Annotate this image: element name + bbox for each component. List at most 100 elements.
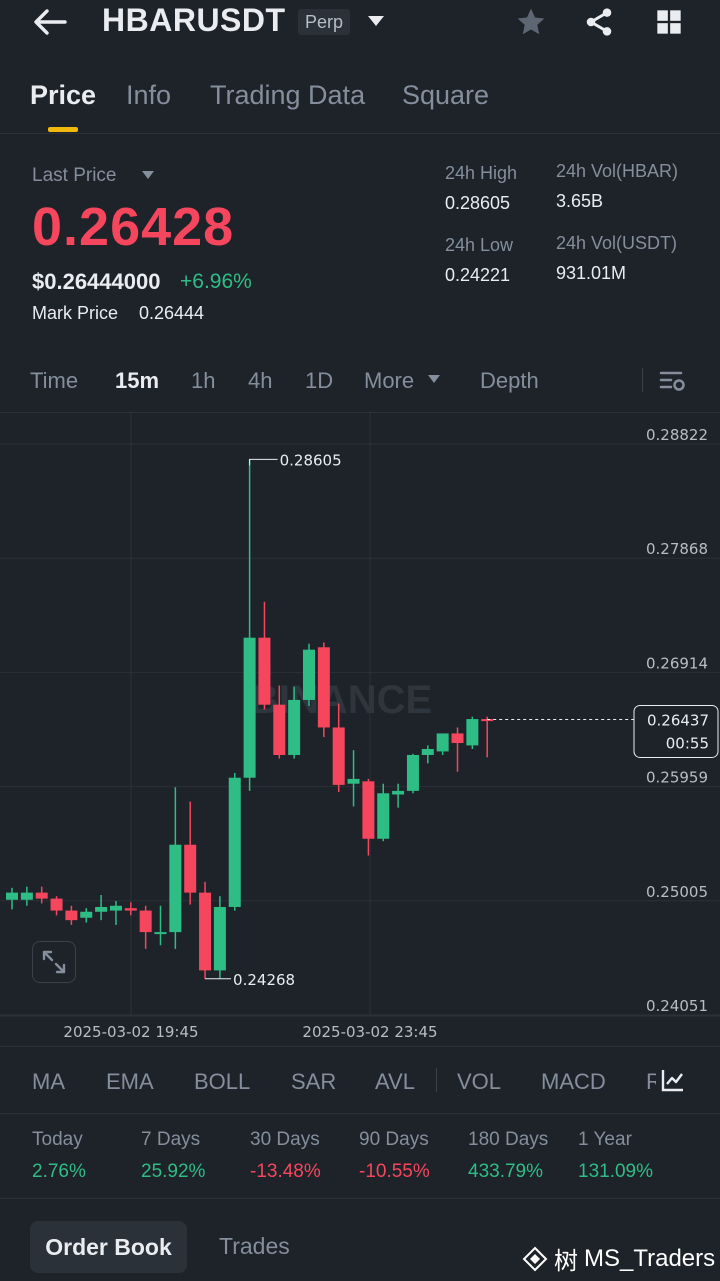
chart-settings-icon[interactable] [656,366,688,396]
x-tick-label: 2025-03-02 23:45 [302,1023,437,1041]
chart-top-divider [0,412,720,413]
y-tick-label: 0.24051 [646,997,708,1015]
candle-body [50,898,63,911]
expand-chart-icon[interactable] [32,941,76,983]
star-icon[interactable] [512,4,550,40]
back-arrow-icon[interactable] [28,4,72,40]
interval-depth[interactable]: Depth [480,368,539,393]
candle-body [139,910,152,933]
candle-body [124,908,137,911]
last-price-label[interactable]: Last Price [32,165,117,186]
interval-time[interactable]: Time [30,368,79,393]
indicator-avl[interactable]: AVL [375,1069,415,1094]
candle-body [317,647,330,728]
tab-price[interactable]: Price [30,80,97,110]
candle-countdown-label: 00:55 [666,734,709,752]
indicator-truncated[interactable]: R [646,1069,656,1094]
candle-body [258,637,271,705]
candle-body [228,777,241,907]
candle-body [213,906,226,971]
tab-square[interactable]: Square [402,80,490,110]
interval-divider [642,368,643,392]
candle-body [347,778,360,784]
tab-order-book[interactable]: Order Book [30,1221,187,1273]
perf-value-7d: 25.92% [141,1161,206,1182]
indicator-settings-icon[interactable] [658,1066,688,1094]
overlay-watermark: 树 MS_Traders [522,1241,715,1276]
perf-value-180d: 433.79% [468,1161,544,1182]
watermark-glyph: 树 [554,1248,578,1275]
vol-quote-value: 931.01M [556,263,627,283]
caret-down-icon[interactable] [140,168,156,182]
candle-body [184,844,197,893]
perf-value-30d: -13.48% [250,1161,321,1182]
perf-label-1y: 1 Year [578,1129,632,1150]
candle-body [154,932,167,935]
candle-body [481,719,494,722]
tab-info[interactable]: Info [126,80,172,110]
tab-trades[interactable]: Trades [219,1233,290,1259]
mark-price-label: Mark Price [32,303,119,323]
indicators-top-divider [0,1046,720,1047]
more-caret-icon[interactable] [426,372,442,386]
candle-body [6,892,18,900]
interval-1d[interactable]: 1D [305,368,334,393]
indicator-ema[interactable]: EMA [106,1069,154,1094]
diamond-logo-icon [522,1246,548,1271]
interval-more[interactable]: More [364,368,415,393]
tab-trading-data[interactable]: Trading Data [210,80,366,110]
grid-icon[interactable] [650,4,688,40]
caret-down-icon[interactable] [364,10,388,32]
share-icon[interactable] [580,4,618,40]
candle-body [109,905,122,911]
y-tick-label: 0.26914 [646,654,708,672]
candle-body [362,781,375,839]
indicator-sar[interactable]: SAR [291,1069,337,1094]
pair-title[interactable]: HBARUSDT [102,2,286,38]
indicator-ma[interactable]: MA [32,1069,65,1094]
candlestick-chart[interactable]: BINANCE 0.288220.278680.269140.259590.25… [0,413,720,1043]
candle-body [451,733,464,744]
candle-body [392,790,405,795]
candle-body [243,637,256,778]
mark-price-value: 0.26444 [139,303,205,323]
current-price-label: 0.26437 [647,711,709,729]
candle-body [169,844,182,933]
vol-base-label: 24h Vol(HBAR) [556,161,679,181]
low-24h-label: 24h Low [445,235,514,255]
vol-base-value: 3.65B [556,191,604,211]
perf-label-7d: 7 Days [141,1129,201,1150]
y-tick-label: 0.25959 [646,769,708,787]
watermark-text: MS_Traders [584,1244,716,1272]
low-marker-label: 0.24268 [233,971,295,989]
indicator-vol[interactable]: VOL [457,1069,502,1094]
perf-value-1y: 131.09% [578,1161,654,1182]
last-price: 0.26428 [32,197,235,257]
vol-quote-label: 24h Vol(USDT) [556,233,678,253]
x-tick-label: 2025-03-02 19:45 [63,1023,198,1041]
indicators-bottom-divider [0,1113,720,1114]
indicator-macd[interactable]: MACD [541,1069,606,1094]
perf-label-180d: 180 Days [468,1129,549,1150]
candle-body [273,704,286,755]
candle-body [406,754,419,791]
interval-4h[interactable]: 4h [248,368,273,393]
perf-label-today: Today [32,1129,83,1150]
active-tab-indicator [48,127,78,132]
tabs-divider [0,133,720,134]
y-tick-label: 0.25005 [646,883,708,901]
perf-label-90d: 90 Days [359,1129,429,1150]
candle-body [35,892,48,899]
interval-15m[interactable]: 15m [115,368,160,393]
interval-1h[interactable]: 1h [191,368,216,393]
candle-body [199,892,212,971]
price-change-percent: +6.96% [180,270,252,293]
low-24h-value: 0.24221 [445,265,511,285]
indicator-boll[interactable]: BOLL [194,1069,251,1094]
candle-body [303,649,315,700]
candle-body [377,793,390,839]
perf-label-30d: 30 Days [250,1129,320,1150]
indicator-divider [436,1068,437,1092]
high-24h-label: 24h High [445,163,518,183]
perf-value-today: 2.76% [32,1161,86,1182]
